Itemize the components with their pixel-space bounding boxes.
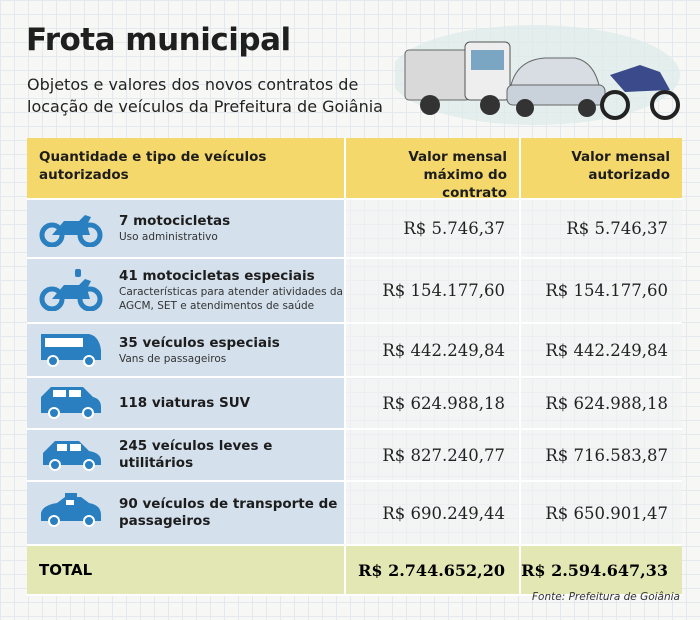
subtitle: Objetos e valores dos novos contratos de…	[27, 75, 383, 116]
vehicle-title: 118 viaturas SUV	[119, 394, 251, 411]
vehicle-text: 35 veículos especiais Vans de passageiros	[119, 335, 280, 366]
table-row: 35 veículos especiais Vans de passageiros…	[27, 324, 682, 378]
vehicle-title: 90 veículos de transporte de passageiros	[119, 496, 338, 529]
icon	[41, 493, 101, 527]
max-value: R$ 154.177,60	[346, 259, 521, 322]
column-header: Valor mensal máximo do contrato	[346, 138, 521, 212]
icon	[41, 387, 101, 419]
total-row: TOTAL R$ 2.744.652,20 R$ 2.594.647,33	[27, 546, 682, 596]
table-row: 41 motocicletas especiais Características…	[27, 259, 682, 324]
total-max: R$ 2.744.652,20	[346, 546, 521, 594]
vehicle-cell: 118 viaturas SUV	[27, 378, 346, 428]
max-value: R$ 690.249,44	[346, 482, 521, 544]
vehicle-cell: 35 veículos especiais Vans de passageiros	[27, 324, 346, 376]
authorized-value: R$ 442.249,84	[521, 324, 682, 376]
table: Quantidade e tipo de veículos autorizado…	[27, 138, 682, 596]
vehicle-text: 90 veículos de transporte de passageiros	[119, 496, 344, 530]
column-header: Valor mensal autorizado	[571, 149, 670, 183]
vehicles-illustration	[395, 25, 680, 125]
total-authorized: R$ 2.594.647,33	[521, 560, 668, 580]
vehicle-title: 41 motocicletas especiais	[119, 268, 315, 284]
max-value: R$ 442.249,84	[346, 324, 521, 376]
authorized-value: R$ 650.901,47	[521, 482, 682, 544]
vehicle-cell: 90 veículos de transporte de passageiros	[27, 482, 346, 544]
vehicle-cell: 7 motocicletas Uso administrativo	[27, 200, 346, 257]
authorized-value: R$ 624.988,18	[521, 378, 682, 428]
vehicle-icon	[39, 267, 103, 315]
authorized-value: R$ 154.177,60	[521, 259, 682, 322]
source: Fonte: Prefeitura de Goiânia	[532, 591, 680, 603]
table-row: 90 veículos de transporte de passageiros…	[27, 482, 682, 546]
vehicle-title: 7 motocicletas	[119, 213, 231, 229]
vehicle-description: Características para atender atividades …	[119, 286, 343, 312]
authorized-value: R$ 716.583,87	[521, 430, 682, 480]
vehicle-text: 7 motocicletas Uso administrativo	[119, 213, 230, 244]
column-header: Quantidade e tipo de veículos autorizado…	[27, 138, 346, 212]
max-value: R$ 5.746,37	[346, 200, 521, 257]
vehicle-text: 245 veículos leves e utilitários	[119, 438, 344, 472]
vehicle-text: 41 motocicletas especiais Características…	[119, 268, 344, 313]
max-value: R$ 827.240,77	[346, 430, 521, 480]
vehicle-icon	[39, 381, 103, 425]
vehicle-description: Vans de passageiros	[119, 352, 227, 365]
vehicle-cell: 245 veículos leves e utilitários	[27, 430, 346, 480]
max-value: R$ 624.988,18	[346, 378, 521, 428]
vehicle-text: 118 viaturas SUV	[119, 395, 250, 412]
table-row: 7 motocicletas Uso administrativo R$ 5.746…	[27, 200, 682, 259]
authorized-value: R$ 5.746,37	[521, 200, 682, 257]
header-row: Quantidade e tipo de veículos autorizado…	[27, 138, 682, 212]
title: Frota municipal	[26, 22, 291, 58]
vehicle-title: 245 veículos leves e utilitários	[119, 438, 273, 471]
icon	[43, 441, 101, 471]
table-row: 118 viaturas SUV R$ 624.988,18 R$ 624.988,…	[27, 378, 682, 430]
icon	[39, 214, 103, 247]
vehicle-cell: 41 motocicletas especiais Características…	[27, 259, 346, 322]
vehicle-icon	[39, 491, 103, 535]
vehicle-icon	[39, 207, 103, 251]
vehicle-description: Uso administrativo	[119, 231, 218, 243]
icon	[39, 268, 103, 311]
vehicle-title: 35 veículos especiais	[119, 334, 280, 351]
vehicle-icon	[39, 328, 103, 372]
vehicle-icon	[39, 433, 103, 477]
total-label: TOTAL	[27, 546, 346, 594]
table-row: 245 veículos leves e utilitários R$ 827.2…	[27, 430, 682, 482]
icon	[41, 334, 101, 367]
